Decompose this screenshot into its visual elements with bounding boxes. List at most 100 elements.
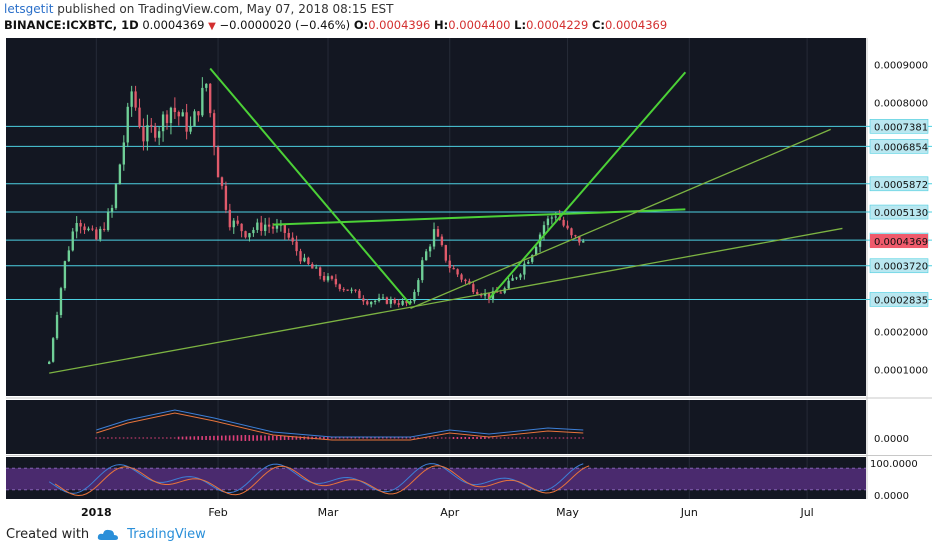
macd-bar	[464, 437, 467, 439]
macd-bar	[213, 435, 215, 441]
candle	[142, 127, 145, 142]
candle	[413, 291, 416, 302]
macd-bar	[374, 437, 376, 439]
candle	[102, 228, 106, 230]
price-level-badge	[869, 258, 929, 274]
macd-bar	[570, 437, 573, 439]
candle	[326, 276, 330, 281]
candle	[350, 289, 353, 291]
candle	[318, 267, 322, 276]
macd-bar	[166, 437, 168, 439]
candle	[515, 277, 518, 279]
candle	[220, 177, 224, 186]
candle	[358, 290, 361, 299]
x-tick-label: Feb	[208, 506, 227, 519]
price-level-label: 0.0007381	[874, 122, 928, 133]
candle	[165, 114, 169, 124]
candle	[476, 292, 479, 295]
x-tick-label: Jun	[680, 506, 698, 519]
macd-bar	[122, 437, 125, 439]
macd-bar	[240, 435, 243, 441]
close-label: C:	[591, 18, 605, 32]
macd-bar	[205, 436, 207, 440]
y-tick-label: 0.0002000	[874, 327, 928, 338]
published-text: published on TradingView.com, May 07, 20…	[57, 2, 394, 16]
price-level-badge	[869, 119, 929, 134]
macd-bar	[232, 435, 235, 441]
candle	[322, 275, 326, 281]
candle	[432, 229, 436, 247]
candle	[562, 219, 565, 226]
macd-bar	[413, 437, 416, 439]
author-link[interactable]: letsgetit	[4, 2, 54, 16]
candle	[299, 251, 302, 262]
macd-bar	[523, 437, 525, 439]
macd-bar	[370, 437, 372, 439]
candle	[177, 112, 180, 117]
macd-bar	[338, 437, 341, 439]
candle	[275, 225, 279, 229]
macd-bar	[185, 436, 188, 440]
macd-bar	[476, 437, 478, 439]
candle	[91, 228, 94, 230]
created-with-text: Created with	[6, 527, 90, 542]
publish-line: letsgetit published on TradingView.com, …	[4, 2, 393, 16]
candle	[169, 107, 173, 124]
candle	[456, 269, 459, 275]
candle	[59, 288, 63, 316]
macd-bar	[448, 437, 451, 439]
candle	[409, 301, 412, 304]
candle	[436, 229, 440, 237]
candle	[311, 263, 314, 269]
macd-bar	[397, 437, 400, 439]
candle	[122, 142, 125, 165]
macd-bar	[480, 437, 482, 439]
macd-bar	[272, 435, 274, 441]
macd-bar	[527, 437, 529, 439]
candle	[232, 220, 235, 228]
candle	[519, 274, 522, 278]
macd-bar	[260, 435, 262, 441]
candle	[554, 216, 557, 218]
macd-bar	[279, 435, 282, 441]
candle	[401, 300, 404, 305]
macd-bar	[146, 437, 148, 439]
macd-bar	[562, 437, 565, 439]
macd-bar	[236, 435, 239, 441]
macd-bar	[134, 437, 137, 439]
candle	[511, 278, 514, 281]
macd-bar	[389, 437, 392, 439]
macd-bar	[346, 437, 349, 439]
macd-bar	[433, 437, 435, 439]
x-tick-label: 2018	[81, 506, 112, 519]
macd-bar	[138, 437, 141, 439]
candle	[146, 125, 149, 142]
macd-bar	[366, 437, 368, 439]
candle	[106, 211, 110, 230]
macd-bar	[103, 437, 105, 439]
macd-histogram	[95, 435, 584, 441]
candle	[377, 297, 381, 301]
stoch-tick-label: 100.0000	[870, 459, 918, 470]
candle	[507, 280, 510, 289]
candle	[425, 251, 428, 261]
candle	[574, 235, 577, 237]
macd-bar	[217, 435, 219, 441]
macd-bar	[201, 436, 203, 440]
y-tick-label: 0.0001000	[874, 365, 928, 376]
macd-bar	[385, 437, 388, 439]
tradingview-brand[interactable]: TradingView	[127, 527, 206, 542]
macd-bar	[142, 437, 145, 439]
macd-bar	[440, 437, 443, 439]
price-level-badge	[869, 204, 929, 220]
macd-bar	[181, 436, 184, 440]
candle	[381, 297, 385, 299]
candle	[236, 220, 239, 224]
candle	[240, 223, 243, 232]
candle	[209, 83, 212, 114]
chart-canvas[interactable]: 0.0007381 0.0006854 0.0005872 0.0005130 0.00…	[0, 34, 932, 524]
candle	[578, 235, 581, 243]
low-label: L:	[514, 18, 527, 32]
candle	[212, 113, 216, 148]
price-panel	[6, 38, 866, 396]
